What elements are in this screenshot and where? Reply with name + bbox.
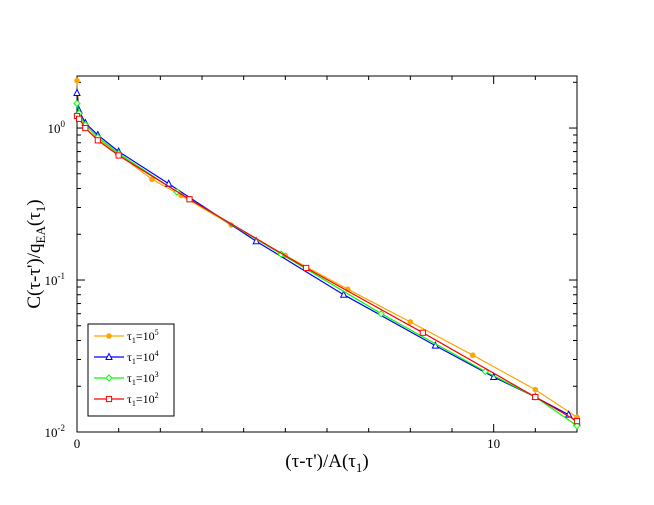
- data-point: [339, 290, 348, 298]
- y-tick-label: 10-1: [45, 271, 66, 288]
- legend-entry-2: τ1=103: [94, 370, 159, 387]
- data-point: [419, 329, 426, 336]
- legend-swatch-marker: [105, 374, 113, 382]
- series-3: [73, 112, 581, 425]
- legend: τ1=105 τ1=104 τ1=103 τ1=102: [87, 323, 175, 417]
- axis-ticks: 0 10 100 10-1 10-2: [45, 76, 577, 451]
- data-point: [94, 137, 101, 144]
- legend-box: [87, 323, 175, 417]
- y-tick-label: 10-2: [45, 423, 66, 440]
- data-point: [73, 99, 81, 108]
- legend-swatch-marker: [105, 352, 113, 360]
- series-layer: [73, 77, 581, 430]
- data-point: [573, 417, 581, 425]
- data-point: [470, 352, 476, 359]
- data-point: [149, 176, 155, 183]
- data-point: [532, 393, 539, 401]
- data-point: [377, 310, 385, 318]
- legend-entry-1: τ1=104: [94, 349, 159, 366]
- data-point: [303, 264, 310, 272]
- x-axis-label: (τ-τ')/A(τ1): [285, 451, 368, 475]
- x-tick-label: 10: [487, 436, 500, 451]
- data-point: [186, 196, 193, 203]
- data-point: [481, 367, 490, 376]
- x-tick-label: 0: [74, 436, 81, 451]
- y-tick-label: 100: [48, 119, 66, 136]
- data-point: [82, 124, 89, 132]
- legend-label: τ1=105: [127, 328, 159, 345]
- data-point: [73, 88, 81, 97]
- data-point: [74, 77, 80, 84]
- legend-label: τ1=102: [127, 391, 159, 408]
- data-point: [407, 319, 414, 325]
- y-axis-label: C(τ-τ')/qEA(τ1): [24, 199, 48, 308]
- legend-entry-0: τ1=105: [94, 328, 159, 345]
- series-line-3: [76, 115, 578, 422]
- legend-swatch-marker: [105, 395, 113, 403]
- legend-entry-3: τ1=102: [94, 391, 159, 408]
- legend-swatch-marker: [106, 333, 112, 339]
- data-point: [115, 152, 122, 159]
- data-point: [532, 386, 539, 393]
- legend-label: τ1=104: [127, 349, 159, 366]
- data-point: [75, 115, 83, 122]
- legend-label: τ1=103: [127, 370, 159, 387]
- data-point: [573, 422, 581, 430]
